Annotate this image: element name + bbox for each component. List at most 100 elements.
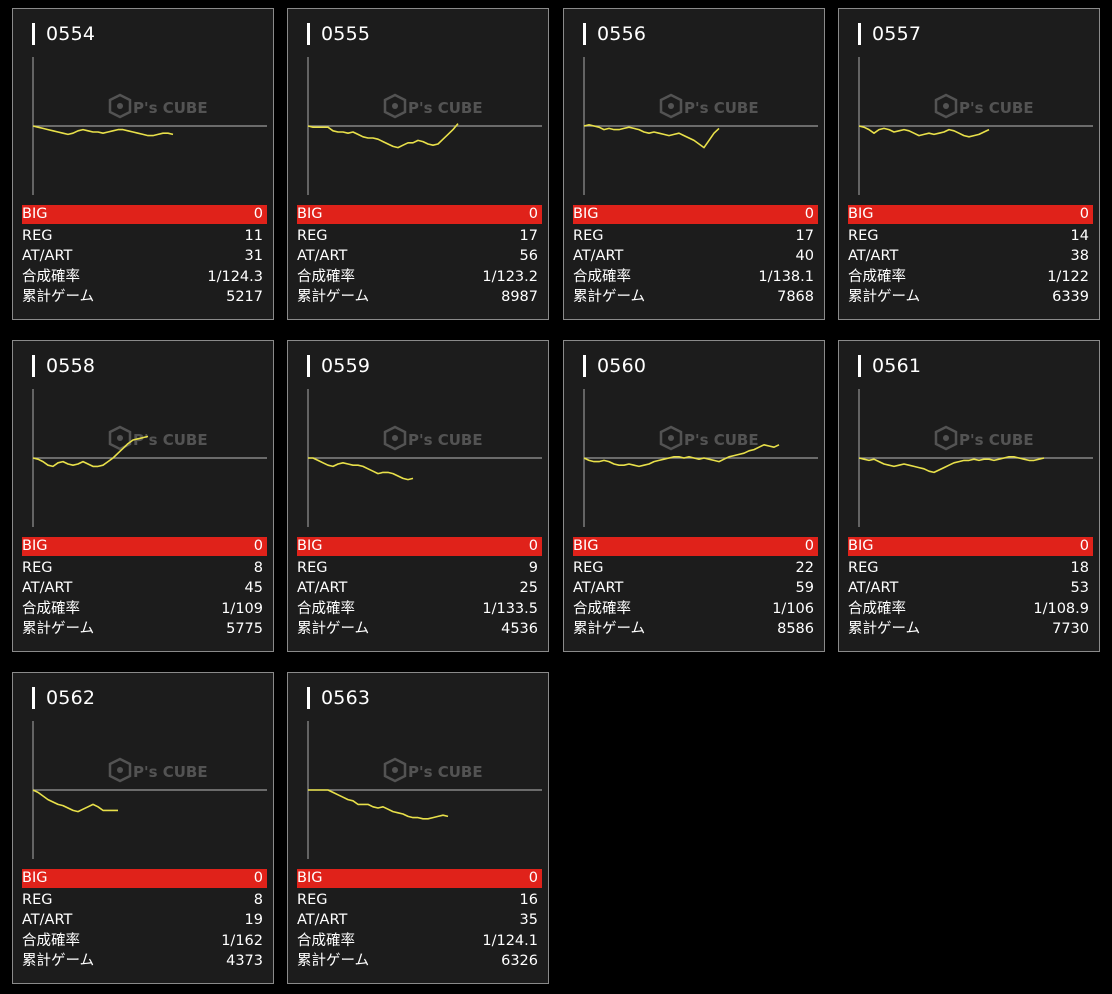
stat-label: 累計ゲーム — [22, 289, 95, 305]
slump-graph: P's CUBE — [32, 389, 267, 527]
stat-value: 0 — [253, 538, 263, 554]
stat-label: BIG — [297, 870, 323, 886]
machine-number: 0562 — [32, 687, 95, 709]
reg-count-row: REG 8 — [22, 558, 267, 579]
reg-count-row: REG 8 — [22, 890, 267, 911]
stat-label: BIG — [22, 206, 48, 222]
total-games-row: 累計ゲーム 7868 — [573, 287, 818, 308]
stat-value: 25 — [519, 580, 538, 596]
stats-table: BIG 0 REG 16 AT/ART 35 合成確率 1/124.1 累計ゲーム 6326 — [297, 869, 542, 972]
stats-table: BIG 0 REG 8 AT/ART 45 合成確率 1/109 累計ゲーム 5775 — [22, 537, 267, 640]
stat-label: BIG — [573, 206, 599, 222]
stat-label: REG — [297, 559, 328, 576]
stat-value: 40 — [795, 248, 814, 264]
stat-label: REG — [573, 227, 604, 244]
machine-card[interactable]: 0558 P's CUBE BIG 0 REG 8 AT/ART 45 合成確率 1/109 累計ゲ… — [12, 340, 274, 652]
stats-table: BIG 0 REG 11 AT/ART 31 合成確率 1/124.3 累計ゲーム 5217 — [22, 205, 267, 308]
machine-card[interactable]: 0561 P's CUBE BIG 0 REG 18 AT/ART 53 合成確率 1/108.9… — [838, 340, 1100, 652]
stat-value: 0 — [804, 538, 814, 554]
stats-table: BIG 0 REG 18 AT/ART 53 合成確率 1/108.9 累計ゲーム 7730 — [848, 537, 1093, 640]
machine-card[interactable]: 0557 P's CUBE BIG 0 REG 14 AT/ART 38 合成確率 1/122 累計… — [838, 8, 1100, 320]
stat-value: 45 — [244, 580, 263, 596]
stat-label: 合成確率 — [22, 600, 80, 617]
stat-label: BIG — [22, 870, 48, 886]
stat-label: AT/ART — [848, 248, 899, 264]
stat-value: 1/133.5 — [482, 600, 538, 617]
combined-probability-row: 合成確率 1/138.1 — [573, 267, 818, 288]
total-games-row: 累計ゲーム 6339 — [848, 287, 1093, 308]
stat-value: 56 — [519, 248, 538, 264]
stat-value: 59 — [795, 580, 814, 596]
stat-label: AT/ART — [573, 580, 624, 596]
combined-probability-row: 合成確率 1/109 — [22, 599, 267, 620]
at-art-count-row: AT/ART 38 — [848, 246, 1093, 267]
machine-number: 0561 — [858, 355, 921, 377]
stat-label: REG — [848, 227, 879, 244]
stats-table: BIG 0 REG 22 AT/ART 59 合成確率 1/106 累計ゲーム 8586 — [573, 537, 818, 640]
slump-line — [858, 456, 1045, 474]
pscube-logo-watermark: P's CUBE — [934, 425, 1034, 451]
machine-card[interactable]: 0559 P's CUBE BIG 0 REG 9 AT/ART 25 合成確率 1/133.5 累… — [287, 340, 549, 652]
reg-count-row: REG 9 — [297, 558, 542, 579]
slump-graph: P's CUBE — [307, 57, 542, 195]
stats-table: BIG 0 REG 8 AT/ART 19 合成確率 1/162 累計ゲーム 4373 — [22, 869, 267, 972]
stat-value: 0 — [804, 206, 814, 222]
machine-number: 0559 — [307, 355, 370, 377]
stat-label: 合成確率 — [297, 932, 355, 949]
stat-label: BIG — [848, 206, 874, 222]
stat-label: 累計ゲーム — [22, 621, 95, 637]
stat-label: BIG — [22, 538, 48, 554]
stat-label: 合成確率 — [573, 600, 631, 617]
svg-text:P's CUBE: P's CUBE — [408, 763, 483, 781]
machine-card[interactable]: 0556 P's CUBE BIG 0 REG 17 AT/ART 40 合成確率 1/138.1… — [563, 8, 825, 320]
machine-card[interactable]: 0554 P's CUBE BIG 0 REG 11 AT/ART 31 合成確率 1/124.3… — [12, 8, 274, 320]
stat-value: 4373 — [226, 953, 263, 969]
stat-value: 1/124.3 — [207, 268, 263, 285]
machine-card[interactable]: 0560 P's CUBE BIG 0 REG 22 AT/ART 59 合成確率 1/106 累計… — [563, 340, 825, 652]
total-games-row: 累計ゲーム 8987 — [297, 287, 542, 308]
pscube-logo-watermark: P's CUBE — [108, 93, 208, 119]
slump-graph: P's CUBE — [583, 57, 818, 195]
stat-value: 1/106 — [772, 600, 814, 617]
stat-label: AT/ART — [297, 912, 348, 928]
big-count-row: BIG 0 — [848, 205, 1093, 224]
reg-count-row: REG 17 — [297, 226, 542, 247]
machine-card[interactable]: 0555 P's CUBE BIG 0 REG 17 AT/ART 56 合成確率 1/123.2… — [287, 8, 549, 320]
slump-graph: P's CUBE — [32, 57, 267, 195]
stat-value: 14 — [1070, 227, 1089, 244]
stat-label: 累計ゲーム — [297, 953, 370, 969]
stat-label: 累計ゲーム — [573, 621, 646, 637]
svg-text:P's CUBE: P's CUBE — [133, 431, 208, 449]
stat-value: 0 — [1079, 206, 1089, 222]
stat-label: 合成確率 — [22, 932, 80, 949]
reg-count-row: REG 22 — [573, 558, 818, 579]
big-count-row: BIG 0 — [573, 205, 818, 224]
stat-label: AT/ART — [848, 580, 899, 596]
stat-label: AT/ART — [573, 248, 624, 264]
slump-line — [32, 435, 149, 468]
stat-value: 7868 — [777, 289, 814, 305]
stat-value: 17 — [795, 227, 814, 244]
stat-value: 4536 — [501, 621, 538, 637]
slump-line — [32, 789, 118, 813]
stat-value: 17 — [519, 227, 538, 244]
stats-table: BIG 0 REG 17 AT/ART 40 合成確率 1/138.1 累計ゲーム 7868 — [573, 205, 818, 308]
at-art-count-row: AT/ART 56 — [297, 246, 542, 267]
total-games-row: 累計ゲーム 6326 — [297, 951, 542, 972]
stat-value: 19 — [244, 912, 263, 928]
stat-value: 8 — [253, 891, 263, 908]
slump-line — [32, 125, 174, 137]
combined-probability-row: 合成確率 1/123.2 — [297, 267, 542, 288]
stat-value: 1/138.1 — [758, 268, 814, 285]
stat-label: REG — [297, 891, 328, 908]
stat-label: REG — [22, 559, 53, 576]
machine-card[interactable]: 0562 P's CUBE BIG 0 REG 8 AT/ART 19 合成確率 1/162 累計ゲ… — [12, 672, 274, 984]
stat-value: 9 — [528, 559, 538, 576]
big-count-row: BIG 0 — [297, 869, 542, 888]
stat-label: 合成確率 — [297, 600, 355, 617]
stat-label: 累計ゲーム — [297, 621, 370, 637]
stat-value: 1/109 — [221, 600, 263, 617]
combined-probability-row: 合成確率 1/122 — [848, 267, 1093, 288]
at-art-count-row: AT/ART 45 — [22, 578, 267, 599]
machine-card[interactable]: 0563 P's CUBE BIG 0 REG 16 AT/ART 35 合成確率 1/124.1… — [287, 672, 549, 984]
